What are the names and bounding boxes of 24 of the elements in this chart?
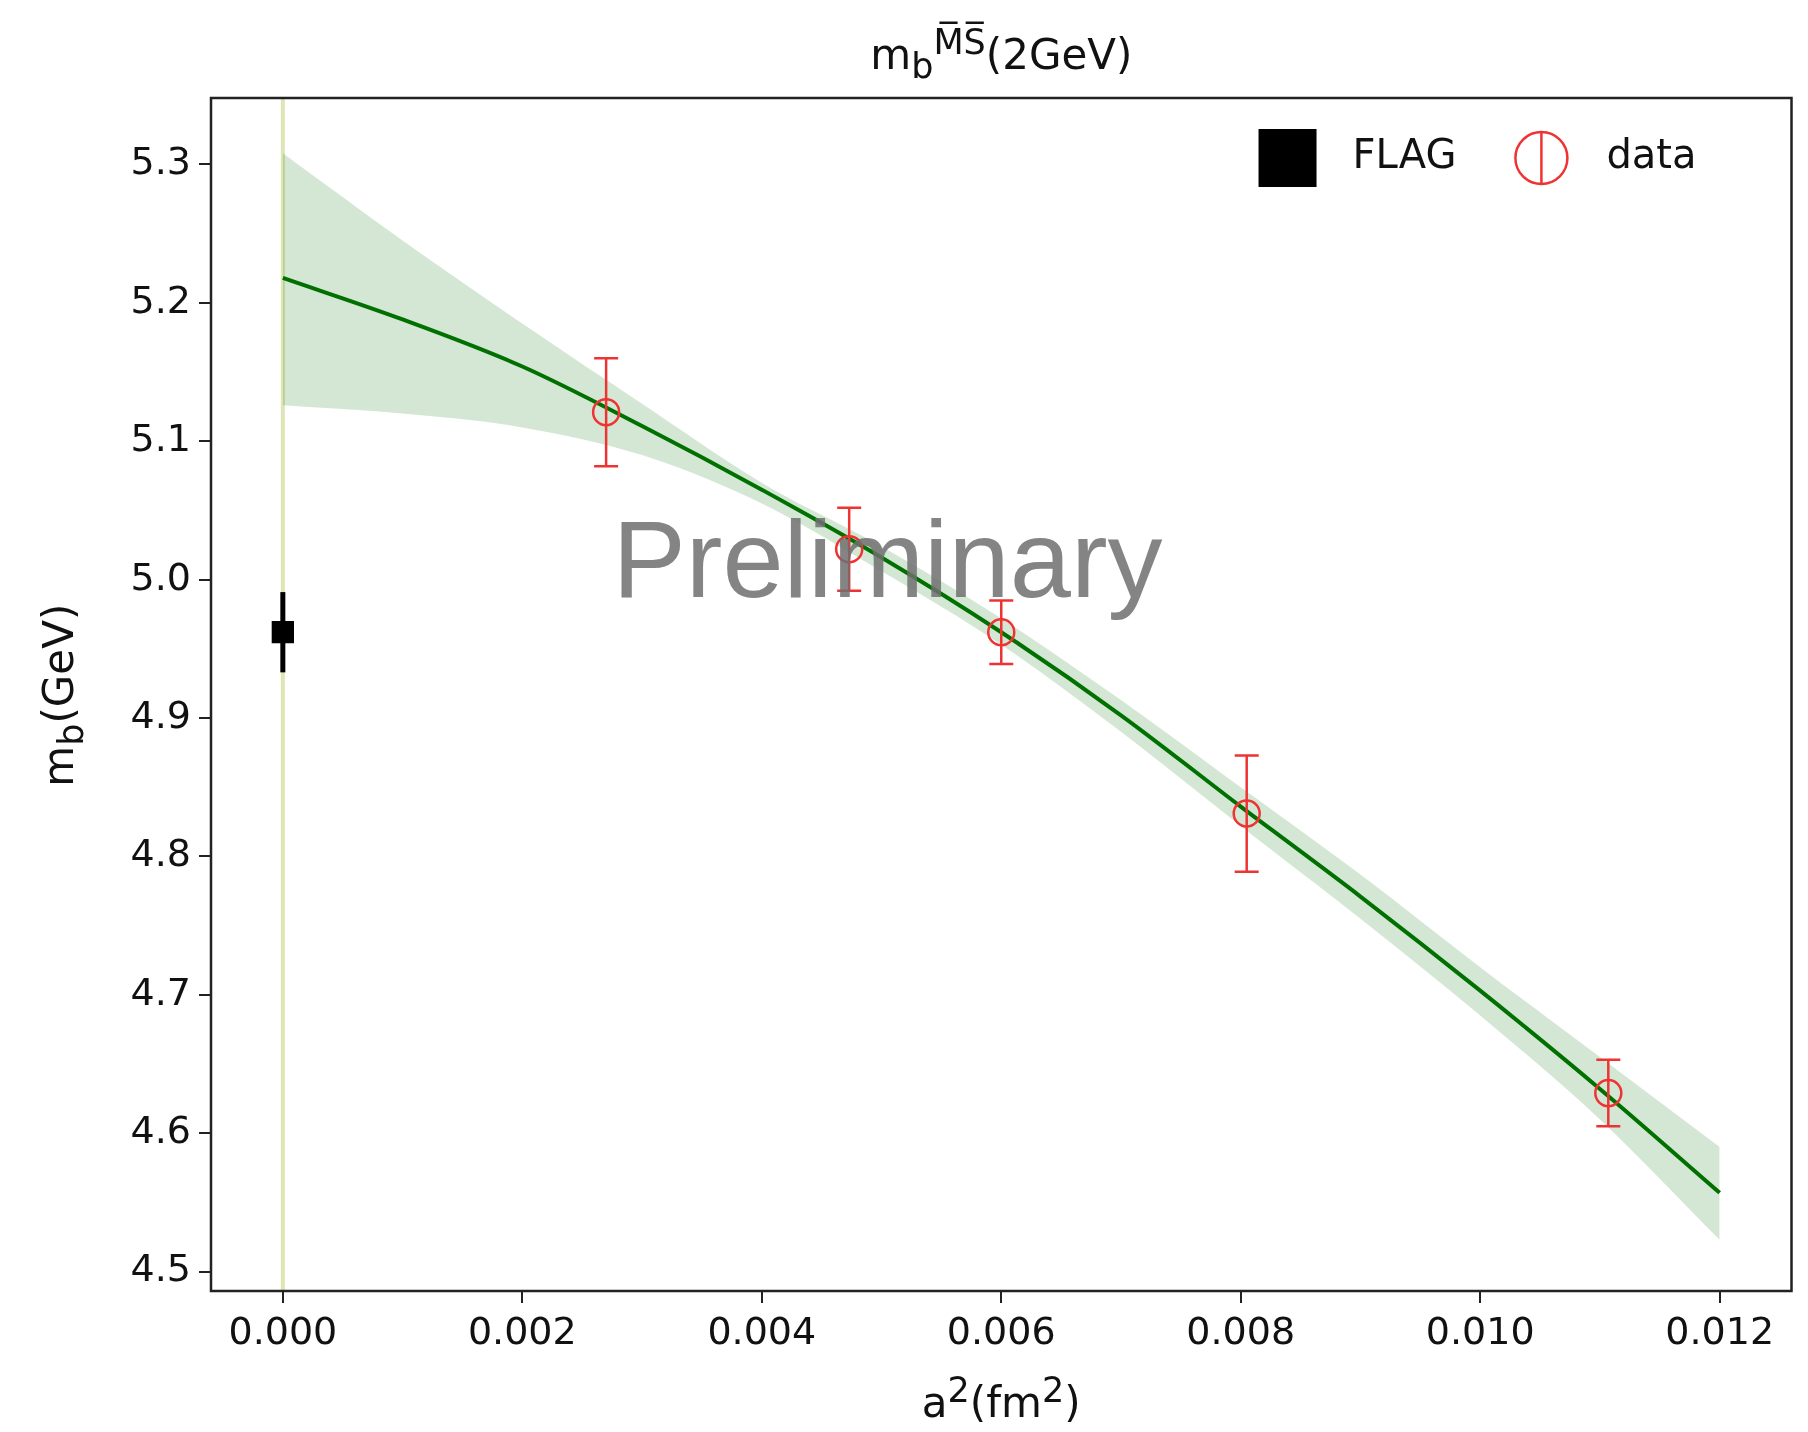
line-series bbox=[280, 275, 1722, 1195]
y-tick-label: 4.5 bbox=[130, 1246, 191, 1291]
y-tick-label: 5.3 bbox=[130, 139, 191, 184]
x-tick-label: 0.006 bbox=[946, 1308, 1056, 1353]
x-axis-title: a$^{2}$(fm$^{2}$) bbox=[921, 1370, 1081, 1427]
chart-title: m$_{b}$$^{M̅S̅}$(2GeV) bbox=[870, 22, 1133, 87]
x-tick-label: 0.010 bbox=[1425, 1308, 1535, 1353]
legend-label: data bbox=[1606, 131, 1697, 178]
point bbox=[591, 397, 621, 427]
y-tick-label: 4.6 bbox=[130, 1108, 191, 1153]
point bbox=[1594, 1078, 1623, 1108]
x-tick-label: 0.002 bbox=[467, 1308, 577, 1353]
x-tick-label: 0.008 bbox=[1186, 1308, 1296, 1353]
x-tick-label: 0.004 bbox=[707, 1308, 817, 1353]
y-tick-label: 5.0 bbox=[130, 554, 191, 599]
y-tick-label: 5.1 bbox=[130, 416, 191, 461]
y-tick-label: 4.9 bbox=[130, 692, 191, 737]
point bbox=[1232, 799, 1261, 828]
y-tick-label: 4.8 bbox=[130, 831, 191, 876]
legend-label: FLAG bbox=[1352, 131, 1457, 178]
x-tick-label: 0.012 bbox=[1665, 1308, 1775, 1353]
y-tick-label: 4.7 bbox=[130, 969, 191, 1014]
x-tick-label: 0.000 bbox=[228, 1308, 338, 1353]
y-tick-label: 5.2 bbox=[130, 277, 191, 322]
